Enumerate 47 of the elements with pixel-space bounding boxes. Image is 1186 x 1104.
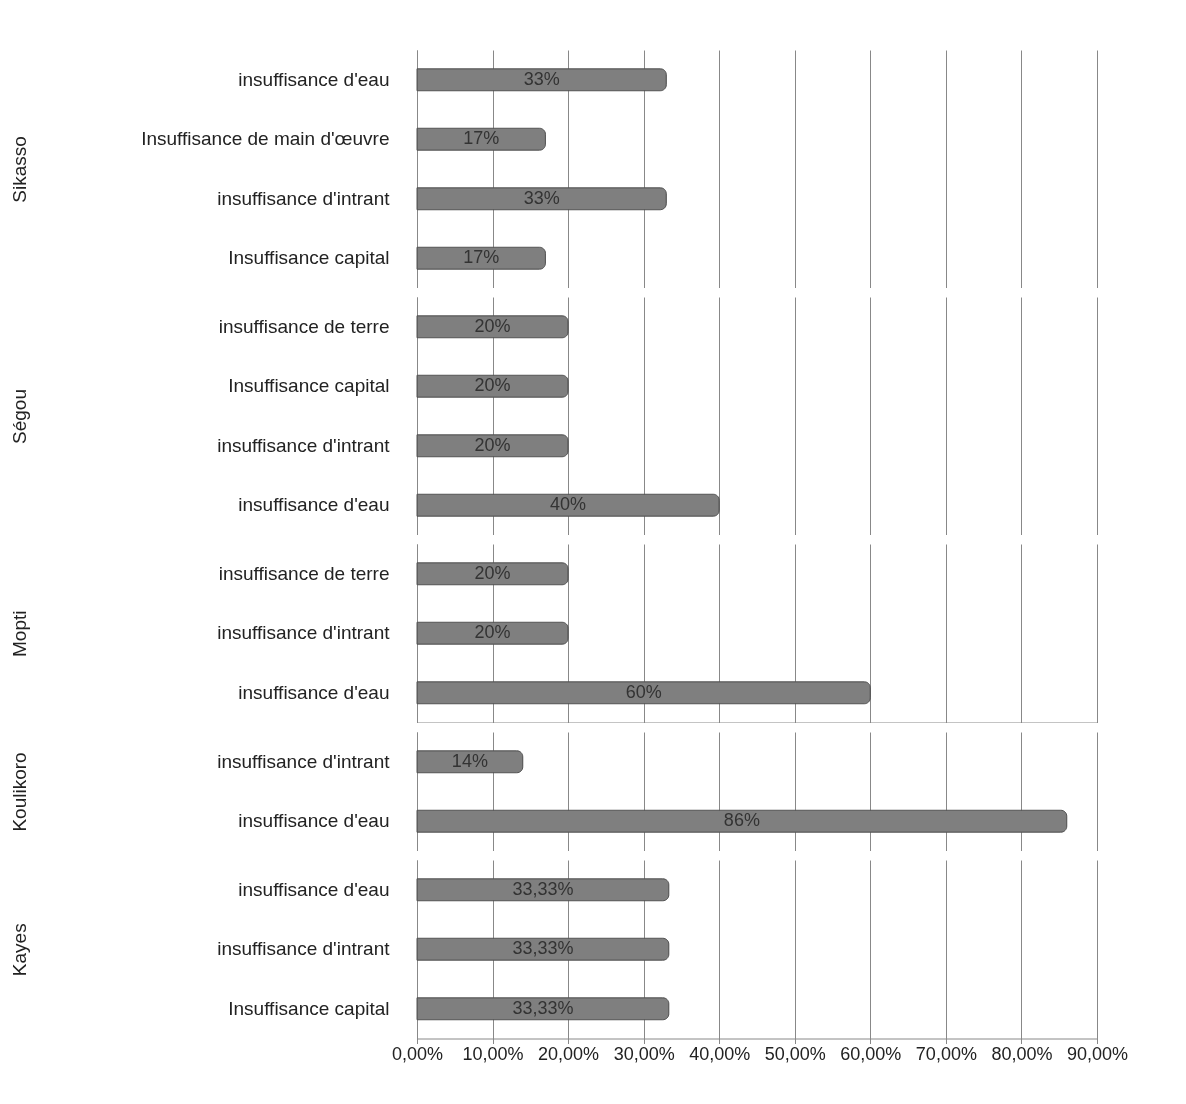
data-label: 33,33% (512, 878, 574, 899)
y-axis-title: Koulikoro (8, 751, 30, 832)
x-tick-label: 60,00% (840, 1043, 902, 1064)
x-tick-label: 80,00% (991, 1043, 1053, 1064)
x-tick-label: 40,00% (689, 1043, 751, 1064)
y-tick-label: insuffisance d'eau (238, 681, 390, 703)
data-label: 20% (474, 562, 511, 583)
y-tick-label: Insuffisance capital (228, 247, 390, 269)
y-tick-label: insuffisance d'intrant (217, 750, 391, 772)
y-tick-label: Insuffisance capital (228, 375, 390, 397)
x-tick-label: 90,00% (1066, 1043, 1129, 1064)
data-label: 40% (550, 494, 587, 515)
y-tick-label: Insuffisance de main d'œuvre (141, 128, 390, 150)
data-label: 20% (474, 315, 511, 336)
x-tick-label: 0,00% (391, 1043, 444, 1064)
y-tick-label: insuffisance d'eau (238, 68, 390, 90)
y-tick-label: insuffisance d'eau (238, 494, 390, 516)
y-axis-title: Mopti (8, 610, 30, 657)
y-tick-label: insuffisance d'intrant (217, 434, 391, 456)
data-label: 17% (463, 128, 500, 149)
y-tick-label: insuffisance de terre (218, 562, 390, 584)
x-tick-label: 70,00% (915, 1043, 977, 1064)
y-tick-label: insuffisance d'intrant (217, 187, 391, 209)
y-tick-label: insuffisance d'eau (238, 809, 390, 831)
x-tick-label: 30,00% (613, 1043, 675, 1064)
y-tick-label: insuffisance de terre (218, 315, 390, 337)
data-label: 33% (523, 187, 560, 208)
data-label: 33,33% (512, 937, 574, 958)
y-axis-title: Ségou (8, 389, 30, 444)
data-label: 33% (523, 68, 560, 89)
data-label: 14% (451, 750, 488, 771)
x-tick-label: 10,00% (462, 1043, 524, 1064)
data-label: 86% (723, 809, 760, 830)
data-label: 33,33% (512, 997, 574, 1018)
data-label: 17% (463, 247, 500, 268)
data-label: 60% (625, 681, 662, 702)
y-tick-label: Insuffisance capital (228, 997, 390, 1019)
data-label: 20% (474, 434, 511, 455)
data-label: 20% (474, 375, 511, 396)
y-tick-label: insuffisance d'intrant (217, 937, 391, 959)
y-tick-label: insuffisance d'eau (238, 878, 390, 900)
x-tick-label: 20,00% (538, 1043, 600, 1064)
y-axis-title: Sikasso (8, 136, 30, 203)
y-axis-title: Kayes (8, 922, 30, 976)
x-tick-label: 50,00% (764, 1043, 826, 1064)
y-tick-label: insuffisance d'intrant (217, 622, 391, 644)
data-label: 20% (474, 622, 511, 643)
